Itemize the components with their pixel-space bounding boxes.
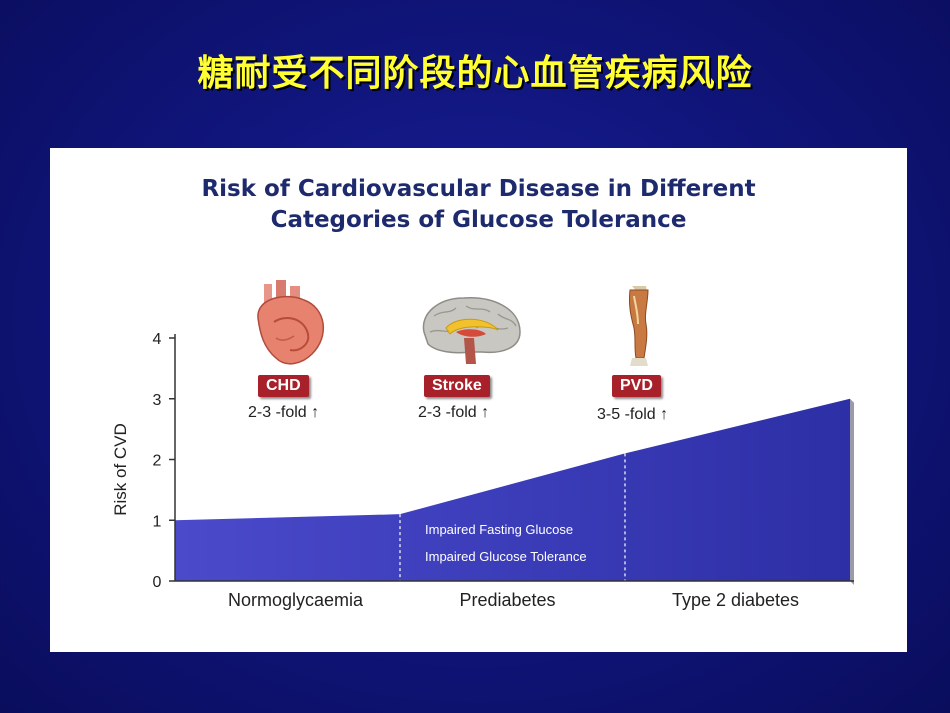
- prediabetes-label: Impaired Glucose Tolerance: [425, 549, 587, 564]
- category-label: Prediabetes: [459, 590, 555, 610]
- stroke-tag: Stroke: [424, 375, 490, 397]
- y-axis-label: Risk of CVD: [111, 423, 130, 516]
- prediabetes-label: Impaired Fasting Glucose: [425, 522, 573, 537]
- area-shadow: [850, 398, 854, 585]
- pvd-fold: 3-5 -fold ↑: [597, 406, 669, 423]
- chart-title: Risk of Cardiovascular Disease in Differ…: [50, 174, 907, 236]
- y-tick-label: 4: [153, 331, 162, 348]
- risk-chart: 0 1 2 3 4 Risk of CVD Normoglycaemia Prediabete…: [111, 331, 854, 610]
- heart-icon: [257, 280, 325, 365]
- chart-title-line1: Risk of Cardiovascular Disease in Differ…: [201, 176, 756, 202]
- y-tick-label: 1: [153, 513, 162, 530]
- slide-title: 糖耐受不同阶段的心血管疾病风险: [197, 53, 753, 94]
- stroke-fold: 2-3 -fold ↑: [418, 404, 490, 421]
- pvd-tag: PVD: [612, 375, 661, 397]
- category-label: Normoglycaemia: [228, 590, 364, 610]
- brain-icon: [422, 297, 521, 364]
- chd-tag: CHD: [258, 375, 309, 397]
- chd-fold: 2-3 -fold ↑: [248, 404, 320, 421]
- category-label: Type 2 diabetes: [672, 590, 799, 610]
- leg-icon: [629, 286, 649, 366]
- y-tick-label: 3: [153, 392, 162, 409]
- chart-panel: Risk of Cardiovascular Disease in Differ…: [50, 148, 907, 652]
- chart-title-line2: Categories of Glucose Tolerance: [270, 207, 687, 233]
- risk-area: [175, 398, 850, 581]
- y-tick-label: 2: [153, 453, 162, 470]
- y-tick-label: 0: [153, 574, 162, 591]
